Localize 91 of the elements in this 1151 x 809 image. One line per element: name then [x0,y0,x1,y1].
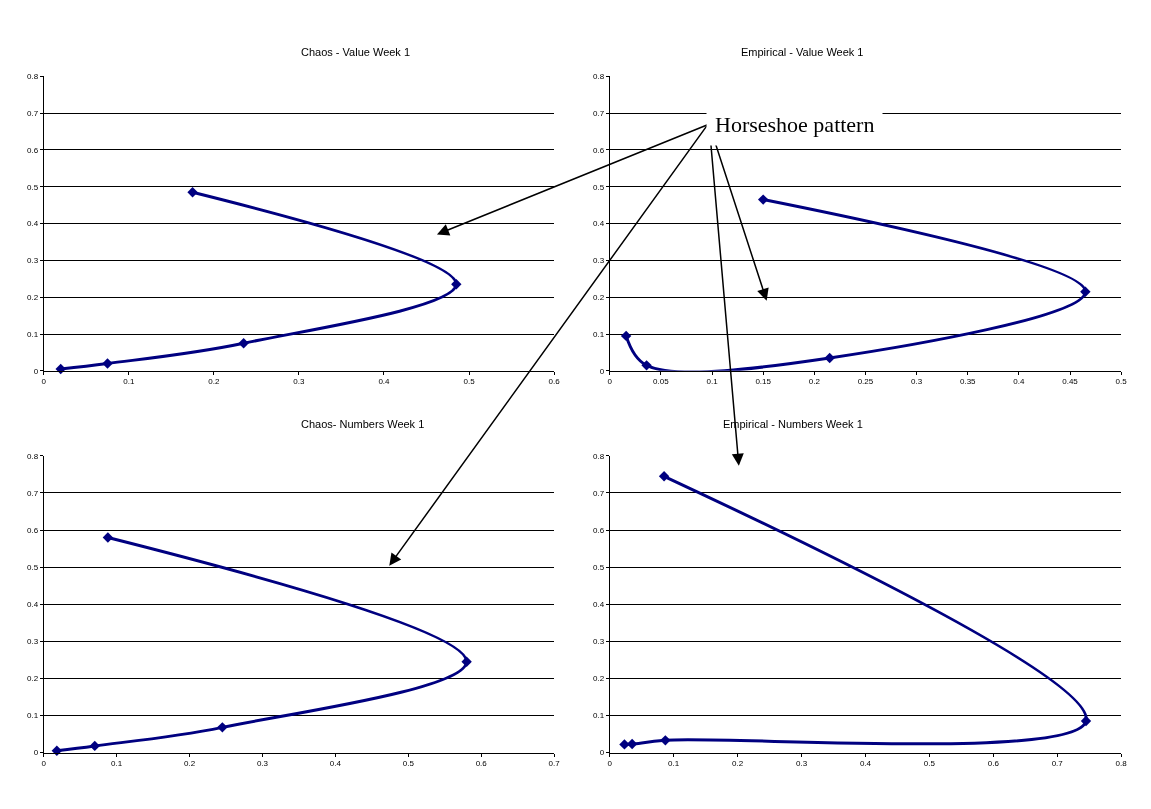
point [620,330,632,342]
y-tick-label: 0.2 [593,674,605,684]
point [461,656,472,667]
point [89,740,100,752]
y-tick-label: 0.3 [26,637,39,647]
y-tick-label: 0.1 [26,329,39,339]
point [102,532,114,543]
y-tick-label: 0.1 [593,711,605,721]
y-tick-label: 0.8 [26,451,39,461]
y-tick-label: 0.6 [26,145,39,155]
x-tick-label: 0 [41,759,47,769]
x-tick-label: 0.2 [208,377,220,387]
x-tick-label: 0.1 [706,377,719,387]
x-tick-label: 0.2 [808,377,821,387]
x-tick-label: 0.2 [183,759,196,769]
x-tick-label: 0.1 [668,759,680,769]
y-tick-label: 0.2 [593,293,605,302]
y-tick-label: 0.6 [593,525,605,535]
y-tick-label: 0 [599,366,605,376]
y-tick-label: 0.1 [593,329,605,339]
point [102,358,113,369]
y-tick-label: 0 [33,366,39,376]
y-tick-label: 0.7 [26,108,39,118]
x-tick-label: 0.6 [987,759,1000,769]
chart-title: Empirical - Value Week 1 [741,46,864,58]
x-tick-label: 0 [41,377,47,387]
point [660,735,671,746]
x-tick-label: 0 [607,377,613,387]
x-tick-label: 0.5 [923,759,936,769]
y-tick-label: 0 [33,748,39,758]
x-tick-label: 0.6 [475,759,488,769]
x-tick-label: 0.3 [795,759,808,769]
x-tick-label: 0.1 [111,759,123,769]
x-tick-label: 0 [607,759,613,769]
x-tick-label: 0.45 [1062,377,1079,387]
x-tick-label: 0.3 [256,759,269,769]
chart-title: Chaos- Numbers Week 1 [301,418,425,430]
x-tick-label: 0.5 [402,759,415,769]
y-tick-label: 0 [599,748,605,758]
y-tick-label: 0.3 [593,256,605,266]
y-tick-label: 0.5 [26,562,39,572]
y-tick-label: 0.7 [593,108,605,118]
point [824,352,835,364]
y-tick-label: 0.5 [26,182,39,192]
x-tick-label: 0.5 [1115,377,1128,387]
x-tick-label: 0.35 [959,377,977,387]
point [757,194,769,205]
y-tick-label: 0.4 [26,219,39,229]
y-tick-label: 0.7 [26,488,39,498]
y-tick-label: 0.1 [26,711,39,721]
x-tick-label: 0.4 [378,377,391,387]
point [451,279,462,290]
annotation: Horseshoe pattern [715,112,875,137]
x-tick-label: 0.7 [548,759,561,769]
x-tick-label: 0.5 [463,377,476,387]
x-tick-label: 0.3 [293,377,306,387]
y-tick-label: 0.4 [593,219,605,229]
point [187,187,198,198]
point [619,739,630,750]
x-tick-label: 0.1 [123,377,135,387]
x-tick-label: 0.2 [732,759,744,769]
y-tick-label: 0.5 [593,562,605,572]
point [641,360,652,371]
point [658,471,670,482]
y-tick-label: 0.4 [26,600,39,610]
y-tick-label: 0.7 [593,488,605,498]
x-tick-label: 0.3 [911,377,923,387]
point [238,338,249,349]
x-tick-label: 0.7 [1051,759,1064,769]
y-tick-label: 0.6 [26,525,39,535]
y-tick-label: 0.3 [26,256,39,266]
y-tick-label: 0.6 [593,145,605,155]
y-tick-label: 0.4 [593,600,605,610]
point [1080,286,1091,297]
y-tick-label: 0.8 [593,71,605,81]
y-tick-label: 0.8 [593,451,605,461]
x-tick-label: 0.8 [1115,759,1128,769]
x-tick-label: 0.4 [859,759,872,769]
x-tick-label: 0.6 [548,377,561,387]
y-tick-label: 0.5 [593,182,605,192]
x-tick-label: 0.05 [653,377,670,387]
x-tick-label: 0.4 [1013,377,1025,387]
x-tick-label: 0.4 [329,759,342,769]
y-tick-label: 0.3 [593,637,605,647]
chart-title: Chaos - Value Week 1 [301,46,411,58]
y-tick-label: 0.8 [26,71,39,81]
x-tick-label: 0.25 [857,377,874,387]
x-tick-label: 0.15 [755,377,772,387]
y-tick-label: 0.2 [26,293,39,302]
point [217,722,228,733]
y-tick-label: 0.2 [26,674,39,684]
